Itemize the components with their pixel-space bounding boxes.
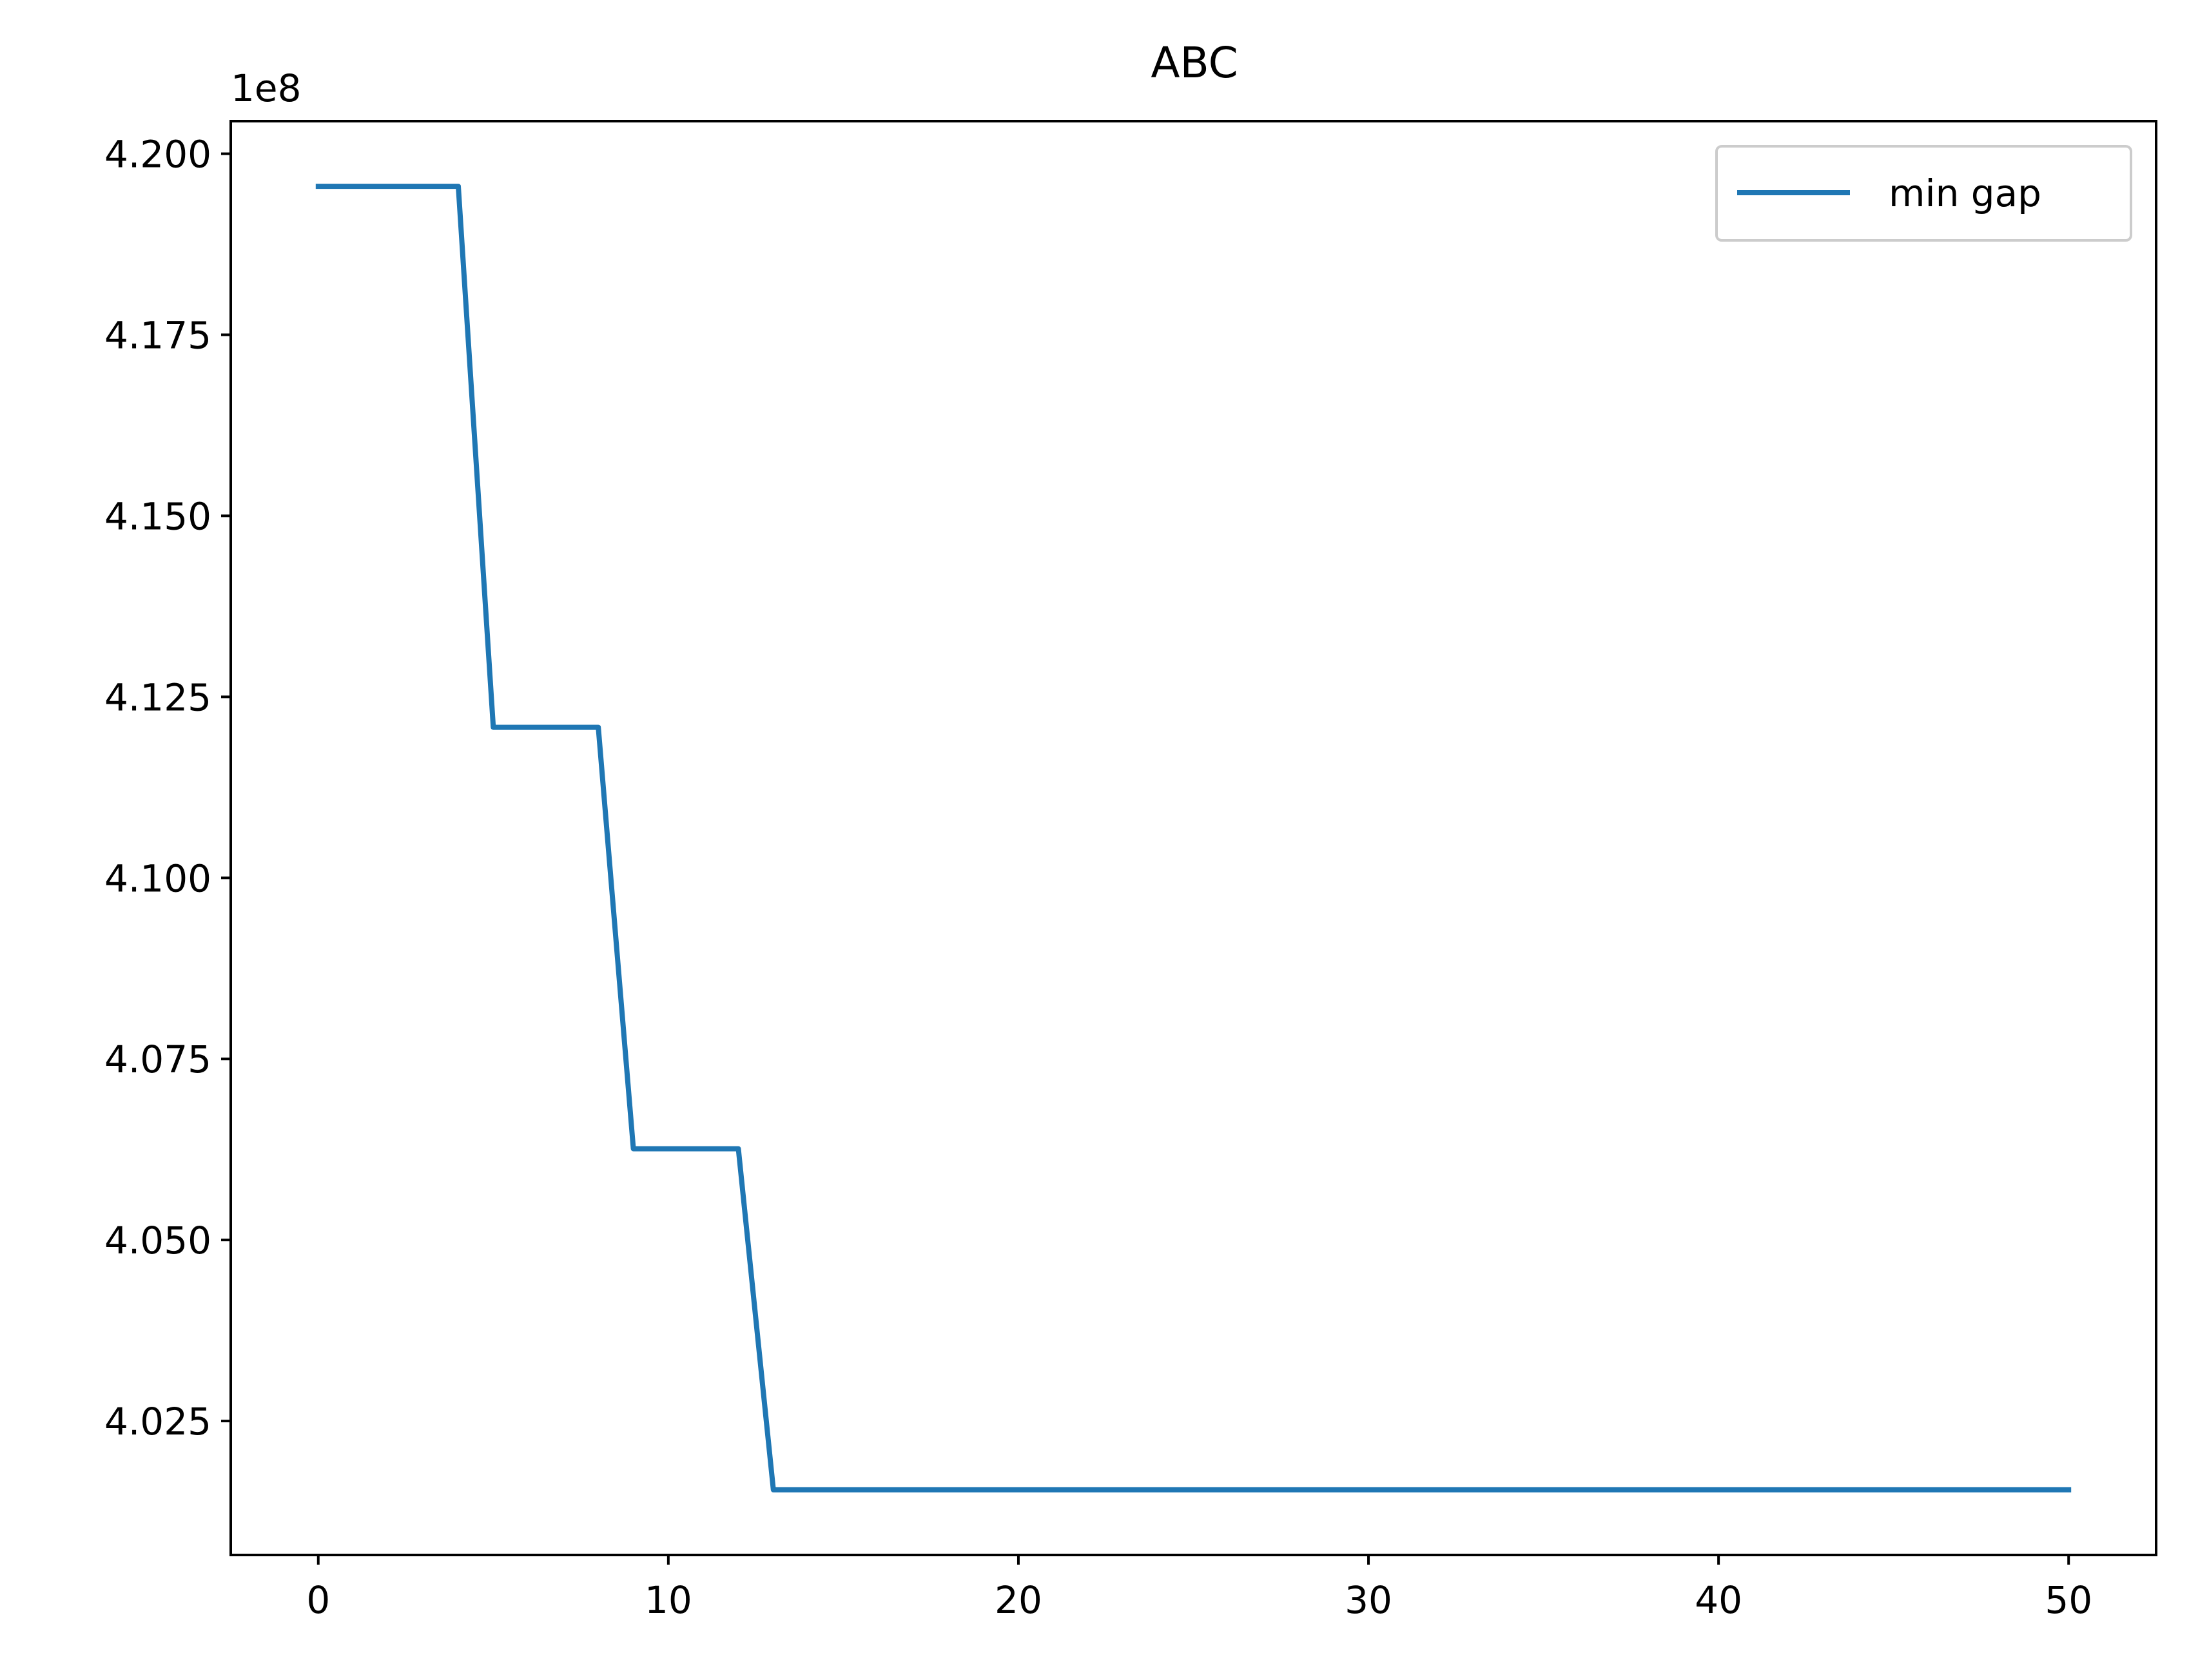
series-line-min-gap [315, 184, 2072, 1492]
plot-series [315, 184, 2072, 1492]
plot-area-frame [229, 120, 2157, 1556]
legend-box [1715, 145, 2132, 242]
legend-label: min gap [1889, 171, 2041, 215]
y-offset-label: 1e8 [231, 66, 302, 110]
y-tick-label: 4.175 [104, 314, 211, 358]
x-tick-label: 40 [1695, 1578, 1742, 1622]
x-tick-label: 20 [995, 1578, 1042, 1622]
legend: min gap [1715, 145, 2132, 242]
chart-title: ABC [1151, 38, 1238, 88]
y-tick-label: 4.050 [104, 1219, 211, 1262]
y-tick-label: 4.075 [104, 1038, 211, 1081]
x-axis: 0 10 20 30 40 50 [306, 1555, 2092, 1622]
x-tick-label: 50 [2045, 1578, 2092, 1622]
y-tick-label: 4.200 [104, 133, 211, 177]
x-tick-label: 10 [645, 1578, 692, 1622]
x-tick-label: 0 [306, 1578, 330, 1622]
y-tick-label: 4.150 [104, 494, 211, 538]
x-tick-label: 30 [1345, 1578, 1392, 1622]
y-tick-label: 4.025 [104, 1400, 211, 1443]
y-axis: 4.025 4.050 4.075 4.100 4.125 4.150 4.175 4.200 [104, 133, 231, 1443]
y-tick-label: 4.100 [104, 856, 211, 900]
y-tick-label: 4.125 [104, 675, 211, 719]
